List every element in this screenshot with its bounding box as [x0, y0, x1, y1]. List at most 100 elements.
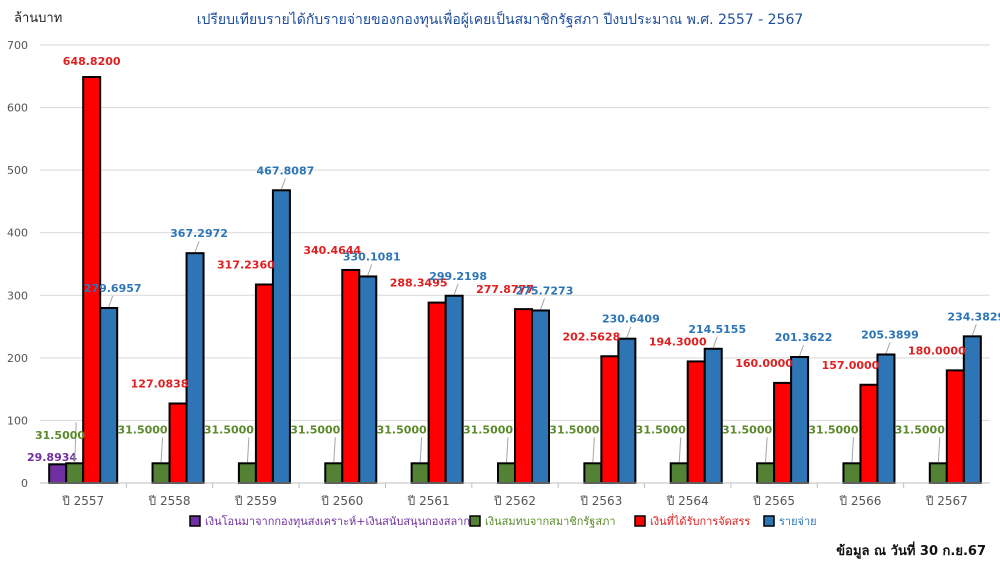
y-tick-label: 700 — [7, 39, 28, 52]
legend-swatch — [634, 515, 646, 527]
label-leader-line — [885, 342, 891, 354]
bar-allocation — [773, 381, 793, 484]
bar-allocation — [254, 283, 274, 485]
x-tick-label: ปี 2561 — [407, 494, 450, 508]
y-tick-label: 0 — [21, 477, 28, 490]
y-tick-label: 300 — [7, 289, 28, 302]
bar-allocation — [341, 268, 361, 484]
bar-expense — [531, 309, 550, 484]
data-labels: 29.8934 31.5000 648.8200 279.6957 31.5000 127… — [27, 55, 1000, 464]
label-leader-line — [712, 336, 718, 348]
legend-label: รายจ่าย — [779, 515, 817, 528]
label-leader-line — [74, 422, 77, 463]
data-label: 467.8087 — [257, 164, 315, 177]
bar-allocation — [600, 355, 620, 485]
label-leader-line — [333, 437, 336, 463]
data-label: 29.8934 — [27, 451, 77, 464]
bar-expense — [271, 189, 291, 485]
x-tick-label: ปี 2565 — [753, 494, 796, 508]
data-label: 31.5000 — [549, 423, 599, 436]
data-label: 194.3000 — [649, 335, 707, 348]
data-label: 367.2972 — [170, 227, 228, 240]
bar-member-contribution — [669, 462, 689, 485]
bar-expense — [790, 356, 810, 484]
data-label: 180.0000 — [908, 344, 966, 357]
label-leader-line — [108, 295, 114, 308]
bar-allocation — [686, 360, 706, 484]
label-leader-line — [799, 344, 805, 357]
data-label: 317.2360 — [217, 259, 275, 272]
legend-label: เงินโอนมาจากกองทุนสงเคราะห์+เงินสนับสนุน… — [205, 514, 470, 528]
data-label: 31.5000 — [722, 423, 772, 436]
bar-member-contribution — [324, 462, 344, 485]
data-label: 127.0838 — [131, 377, 189, 390]
legend-label: เงินสมทบจากสมาชิกรัฐสภา — [485, 515, 616, 528]
data-label: 230.6409 — [602, 313, 660, 326]
data-label: 202.5628 — [562, 330, 620, 343]
data-label: 330.1081 — [343, 250, 401, 263]
x-tick-label: ปี 2559 — [234, 494, 277, 508]
bar-member-contribution — [928, 462, 948, 485]
legend-swatch — [189, 515, 201, 527]
x-tick-label: ปี 2567 — [925, 494, 968, 508]
bar-member-contribution — [65, 462, 85, 485]
label-leader-line — [506, 437, 509, 463]
bar-member-contribution — [497, 462, 516, 485]
data-label: 648.8200 — [63, 55, 121, 68]
data-label: 340.4644 — [303, 244, 361, 257]
data-label: 277.8777 — [476, 283, 534, 296]
y-axis-label: ล้านบาท — [14, 11, 62, 26]
label-leader-line — [765, 437, 768, 463]
label-leader-line — [678, 437, 682, 463]
bar-member-contribution — [583, 462, 603, 485]
label-leader-line — [937, 437, 941, 463]
legend: เงินโอนมาจากกองทุนสงเคราะห์+เงินสนับสนุน… — [189, 513, 817, 528]
data-label: 31.5000 — [895, 423, 945, 436]
bar-expense — [185, 252, 205, 484]
x-tick-label: ปี 2566 — [839, 494, 882, 508]
data-label: 201.3622 — [775, 331, 833, 344]
label-leader-line — [540, 298, 545, 310]
label-leader-line — [194, 241, 200, 253]
x-tick-label: ปี 2560 — [321, 494, 364, 508]
bar-expense — [358, 275, 378, 485]
x-tick-label: ปี 2562 — [493, 494, 536, 508]
data-label: 299.2198 — [429, 270, 487, 283]
bar-expense — [962, 335, 982, 484]
label-leader-line — [453, 283, 459, 295]
label-leader-line — [419, 437, 423, 463]
bar-member-contribution — [842, 462, 862, 485]
data-label: 31.5000 — [377, 423, 427, 436]
x-tick-label: ปี 2557 — [62, 494, 105, 508]
bar-allocation — [859, 383, 879, 484]
y-axis-ticks: 0 100 200 300 400 500 600 700 — [7, 39, 28, 490]
x-tick-label: ปี 2564 — [666, 494, 709, 508]
label-leader-line — [592, 437, 595, 463]
bar-allocation — [514, 308, 533, 484]
label-leader-line — [626, 326, 632, 338]
data-label: 31.5000 — [35, 429, 85, 442]
data-label: 234.3829 — [947, 310, 1000, 323]
data-label: 31.5000 — [204, 423, 254, 436]
label-leader-line — [280, 178, 286, 190]
data-label: 160.0000 — [735, 357, 793, 370]
bar-member-contribution — [151, 462, 171, 485]
bar-allocation — [82, 76, 102, 485]
data-label: 205.3899 — [861, 328, 919, 341]
y-tick-label: 200 — [7, 352, 28, 365]
data-label: 31.5000 — [463, 423, 513, 436]
label-leader-line — [971, 324, 977, 336]
bar-transfer — [48, 463, 68, 484]
data-label: 31.5000 — [290, 423, 340, 436]
y-tick-label: 500 — [7, 164, 28, 177]
data-label: 275.7273 — [516, 284, 574, 297]
data-label: 31.5000 — [636, 423, 686, 436]
label-leader-line — [367, 264, 373, 276]
chart-title: เปรียบเทียบรายได้กับรายจ่ายของกองทุนเพื่… — [197, 10, 804, 28]
bar-expense — [444, 294, 464, 484]
source-note: ข้อมูล ณ วันที่ 30 ก.ย.67 — [836, 541, 986, 559]
bar-member-contribution — [410, 462, 430, 485]
data-label: 31.5000 — [117, 423, 167, 436]
x-axis-ticks: ปี 2557 ปี 2558 ปี 2559 ปี 2560 ปี 2561 ปี 25… — [62, 483, 968, 508]
